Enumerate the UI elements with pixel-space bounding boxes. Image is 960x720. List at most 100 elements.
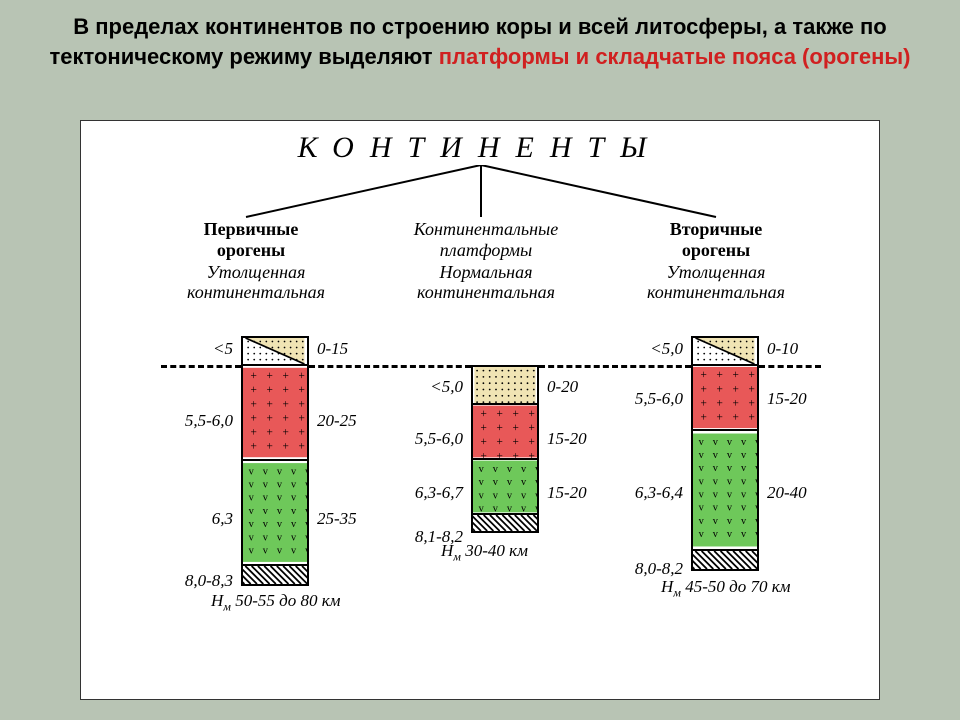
- cat-mid-ital: Континентальныеплатформы: [414, 219, 558, 260]
- svg-text:v: v: [263, 466, 269, 477]
- diagram-panel: КОНТИНЕНТЫ Первичныеорогены Утолщеннаяко…: [80, 120, 880, 700]
- layer: vvvvvvvvvvvvvvvvvvvvvvvvvvvvvvvvvvv: [241, 461, 309, 566]
- label-right: 0-20: [547, 377, 578, 397]
- svg-text:v: v: [727, 463, 733, 474]
- svg-text:+: +: [283, 441, 289, 453]
- svg-text:v: v: [305, 545, 307, 556]
- svg-text:v: v: [263, 506, 269, 517]
- svg-text:+: +: [733, 383, 739, 395]
- svg-text:v: v: [249, 480, 255, 491]
- cat-right: Вторичныеорогены: [631, 219, 801, 260]
- svg-text:+: +: [701, 397, 707, 409]
- crust-mid: Нормальнаяконтинентальная: [391, 263, 581, 303]
- svg-text:v: v: [479, 503, 485, 513]
- svg-text:v: v: [291, 519, 297, 530]
- svg-text:v: v: [741, 437, 747, 448]
- svg-text:+: +: [283, 398, 289, 410]
- moho-depth: Hм 30-40 км: [441, 541, 528, 564]
- surface-dashed: [309, 365, 471, 368]
- svg-text:v: v: [699, 437, 705, 448]
- svg-text:v: v: [305, 480, 307, 491]
- label-left: 8,0-8,2: [635, 559, 683, 579]
- svg-text:v: v: [699, 503, 705, 514]
- svg-text:v: v: [741, 503, 747, 514]
- surface-dashed: [539, 365, 691, 368]
- svg-text:v: v: [713, 450, 719, 461]
- svg-text:+: +: [497, 436, 503, 448]
- page-title: В пределах континентов по строению коры …: [0, 0, 960, 79]
- svg-text:v: v: [535, 477, 537, 488]
- svg-text:+: +: [749, 369, 755, 381]
- svg-text:+: +: [701, 412, 707, 424]
- svg-text:v: v: [263, 532, 269, 543]
- svg-text:v: v: [305, 466, 307, 477]
- svg-text:+: +: [299, 441, 305, 453]
- svg-text:+: +: [283, 370, 289, 382]
- layer: [471, 515, 539, 533]
- svg-text:v: v: [291, 480, 297, 491]
- svg-text:v: v: [277, 519, 283, 530]
- svg-text:v: v: [249, 466, 255, 477]
- svg-text:v: v: [755, 529, 757, 540]
- label-left: <5: [213, 339, 233, 359]
- svg-text:v: v: [493, 503, 499, 513]
- svg-text:v: v: [535, 503, 537, 513]
- svg-text:+: +: [749, 397, 755, 409]
- label-left: 5,5-6,0: [415, 429, 463, 449]
- layer: [691, 336, 759, 366]
- column-1: ++++++++++++++++vvvvvvvvvvvvvvvvvvvv: [471, 365, 539, 533]
- svg-text:+: +: [267, 398, 273, 410]
- svg-text:v: v: [535, 464, 537, 475]
- svg-text:v: v: [493, 477, 499, 488]
- svg-text:v: v: [755, 490, 757, 501]
- svg-text:+: +: [251, 398, 257, 410]
- svg-text:v: v: [755, 476, 757, 487]
- label-right: 0-15: [317, 339, 348, 359]
- svg-text:v: v: [249, 506, 255, 517]
- svg-text:v: v: [263, 519, 269, 530]
- cat-left-bold: Первичныеорогены: [204, 219, 299, 260]
- svg-text:v: v: [727, 490, 733, 501]
- svg-text:v: v: [291, 493, 297, 504]
- cat-left: Первичныеорогены: [171, 219, 331, 260]
- svg-text:v: v: [713, 490, 719, 501]
- svg-text:+: +: [529, 408, 535, 420]
- svg-text:+: +: [481, 450, 487, 458]
- svg-text:v: v: [305, 493, 307, 504]
- svg-text:+: +: [481, 436, 487, 448]
- moho-depth: Hм 50-55 до 80 км: [211, 591, 341, 614]
- svg-text:v: v: [699, 529, 705, 540]
- svg-text:v: v: [699, 450, 705, 461]
- tree-lines: [81, 165, 881, 225]
- column-0: ++++++++++++++++++++++++vvvvvvvvvvvvvvvv…: [241, 336, 309, 586]
- crust-right: Утолщеннаяконтинентальная: [626, 263, 806, 303]
- svg-text:v: v: [305, 532, 307, 543]
- label-right: 15-20: [547, 429, 587, 449]
- svg-text:v: v: [727, 450, 733, 461]
- label-left: <5,0: [430, 377, 463, 397]
- svg-text:+: +: [299, 398, 305, 410]
- layer: ++++++++++++++++: [471, 405, 539, 460]
- label-left: 6,3-6,4: [635, 483, 683, 503]
- svg-text:+: +: [267, 441, 273, 453]
- svg-text:v: v: [727, 529, 733, 540]
- svg-text:+: +: [733, 369, 739, 381]
- layer: ++++++++++++++++++++++++: [241, 366, 309, 461]
- svg-text:+: +: [267, 384, 273, 396]
- svg-text:v: v: [263, 480, 269, 491]
- cat-right-bold: Вторичныеорогены: [670, 219, 763, 260]
- label-right: 20-25: [317, 411, 357, 431]
- label-left: 6,3: [212, 509, 233, 529]
- svg-text:+: +: [481, 408, 487, 420]
- label-left: 5,5-6,0: [635, 389, 683, 409]
- svg-text:v: v: [699, 463, 705, 474]
- label-right: 15-20: [547, 483, 587, 503]
- svg-text:v: v: [249, 545, 255, 556]
- label-right: 0-10: [767, 339, 798, 359]
- crust-left: Утолщеннаяконтинентальная: [171, 263, 341, 303]
- svg-text:+: +: [251, 412, 257, 424]
- svg-text:+: +: [717, 412, 723, 424]
- layer: [241, 336, 309, 366]
- layer: vvvvvvvvvvvvvvvvvvvvvvvvvvvvvvvvvvvvvvvv: [691, 431, 759, 551]
- svg-text:v: v: [493, 490, 499, 501]
